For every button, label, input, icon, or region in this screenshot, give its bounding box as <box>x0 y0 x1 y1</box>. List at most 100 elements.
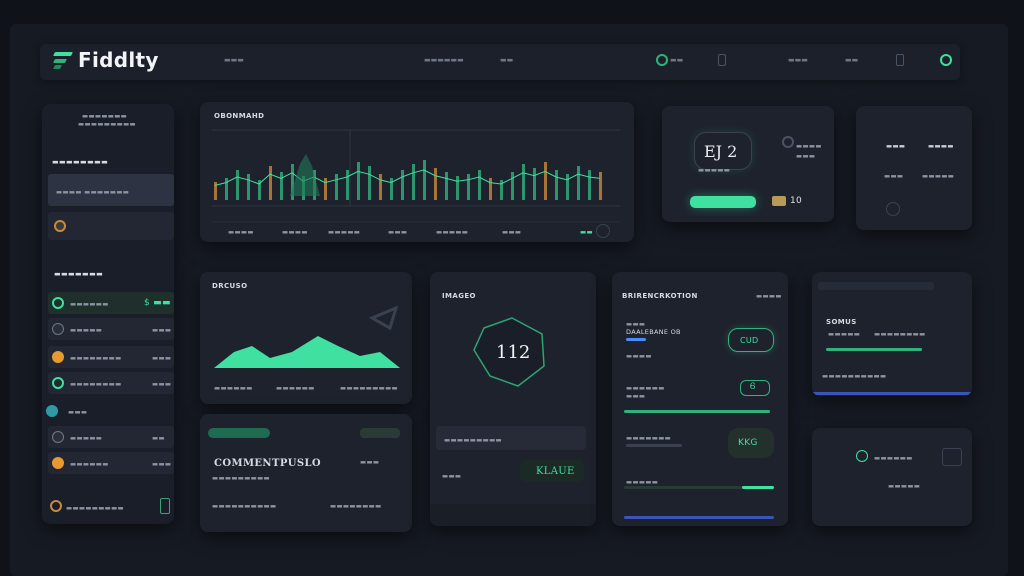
coin-icon <box>856 450 868 462</box>
right-title: SOMUS <box>826 318 857 326</box>
status-icon[interactable] <box>656 54 668 66</box>
gauge-stat: KLAUE <box>536 466 575 477</box>
nav-item-6[interactable]: ▬▬ <box>845 56 859 64</box>
gauge-input-row[interactable]: ▬▬▬▬▬▬▬▬▬ <box>436 426 586 450</box>
area-chart[interactable] <box>200 272 412 404</box>
asset-value: $ ▬▬ <box>144 298 171 308</box>
gauge-footer <box>430 504 596 526</box>
chart-candle <box>280 172 283 200</box>
device-icon[interactable] <box>896 54 904 66</box>
sidebar-asset-row[interactable]: ▬▬▬▬▬ ▬▬ <box>48 426 174 448</box>
summary-row: ▬▬▬ <box>884 172 904 180</box>
chart-candle <box>368 166 371 200</box>
logout-icon[interactable] <box>160 498 170 514</box>
comment-card: COMMENTPUSLO ▬▬▬ ▬▬▬▬▬▬▬▬▬ ▬▬▬▬▬▬▬▬▬▬ ▬▬… <box>200 414 412 532</box>
summary-row: ▬▬▬ <box>886 142 906 150</box>
chart-candle <box>511 172 514 200</box>
chart-candle <box>236 170 239 200</box>
action-badge[interactable] <box>728 428 774 458</box>
price-chart[interactable] <box>200 102 634 242</box>
chart-candle <box>500 180 503 200</box>
main-chart-card: OBONMAHD ▬▬▬▬ ▬▬▬▬ ▬▬▬▬▬ ▬▬▬ ▬▬▬▬▬ ▬▬▬ ▬… <box>200 102 634 242</box>
area-label: ▬▬▬▬▬▬ <box>276 384 315 392</box>
progress-bar <box>624 410 770 413</box>
coin-icon <box>46 405 58 417</box>
asset-label: ▬▬▬▬▬▬ <box>70 300 109 308</box>
toggle-control[interactable] <box>360 428 400 438</box>
sidebar-asset-row[interactable]: ▬▬▬▬▬▬▬▬ ▬▬▬ <box>48 346 174 368</box>
transaction-row: DAALEBANE OB <box>626 328 681 336</box>
chart-candle <box>599 172 602 200</box>
stat-value: EJ 2 <box>704 142 738 161</box>
sidebar-asset-row[interactable]: ▬▬▬▬▬▬ ▬▬▬ <box>48 452 174 474</box>
transaction-row: ▬▬▬▬▬▬ <box>626 384 665 392</box>
chart-title: OBONMAHD <box>214 112 265 120</box>
transaction-row: ▬▬▬ <box>626 320 646 328</box>
sidebar-asset-row[interactable]: ▬▬▬ <box>46 400 174 422</box>
right-row: ▬▬▬▬▬ <box>828 330 861 338</box>
chart-candle <box>566 174 569 200</box>
badge-label: KKG <box>738 438 758 448</box>
right-bottom-card: ▬▬▬▬▬▬ ▬▬▬▬▬ <box>812 428 972 526</box>
chart-candle <box>401 170 404 200</box>
right-progress <box>826 348 922 351</box>
user-icon[interactable] <box>886 202 900 216</box>
expand-icon[interactable] <box>942 448 962 466</box>
rb-row: ▬▬▬▬▬ <box>888 482 921 490</box>
nav-item-2[interactable]: ▬▬▬▬▬▬ <box>424 56 464 64</box>
chart-candle <box>533 168 536 200</box>
chart-options-icon[interactable] <box>596 224 610 238</box>
chart-candle <box>555 170 558 200</box>
nav-item-5[interactable]: ▬▬▬ <box>788 56 808 64</box>
gauge-card: IMAGEO 112 ▬▬▬▬▬▬▬▬▬ ▬▬▬ KLAUE <box>430 272 596 526</box>
amount-badge[interactable] <box>728 328 774 352</box>
progress-fill[interactable] <box>742 486 774 489</box>
x-tick: ▬▬▬ <box>388 228 408 236</box>
nav-item-1[interactable]: ▬▬▬ <box>224 56 244 64</box>
stat-card: EJ 2 ▬▬▬▬▬ ▬▬▬▬ ▬▬▬ 10 <box>662 106 834 222</box>
stat-side-label: ▬▬▬ <box>796 152 816 160</box>
right-footer-bar <box>812 392 972 395</box>
comment-badge: ▬▬▬ <box>360 458 380 466</box>
x-tick: ▬▬▬▬▬ <box>436 228 469 236</box>
sidebar-item-secondary[interactable] <box>48 212 174 240</box>
action-button[interactable] <box>690 196 756 208</box>
chart-candle <box>445 172 448 200</box>
transaction-title: BRIRENCRKOTION <box>622 292 698 300</box>
progress-indicator <box>208 428 270 438</box>
transaction-row: ▬▬▬▬▬▬▬ <box>626 434 672 442</box>
x-tick: ▬▬ <box>580 228 593 236</box>
profile-icon[interactable] <box>940 54 952 66</box>
document-icon[interactable] <box>718 54 726 66</box>
icon-badge[interactable] <box>740 380 770 396</box>
asset-label: ▬▬▬▬▬▬ <box>70 460 109 468</box>
sidebar-asset-row[interactable]: ▬▬▬▬▬▬ $ ▬▬ <box>48 292 174 314</box>
sidebar-asset-row[interactable]: ▬▬▬▬▬▬▬▬ ▬▬▬ <box>48 372 174 394</box>
progress-bar <box>626 338 646 341</box>
sidebar-asset-row[interactable]: ▬▬▬▬▬ ▬▬▬ <box>48 318 174 340</box>
gauge-row: ▬▬▬ <box>442 472 462 480</box>
top-navigation-bar <box>40 44 960 80</box>
stat-badge-frame <box>520 460 584 482</box>
chart-candle <box>412 164 415 200</box>
settings-icon[interactable] <box>50 500 62 512</box>
gauge <box>473 317 545 387</box>
info-icon[interactable] <box>782 136 794 148</box>
right-row: ▬▬▬▬▬▬▬▬▬▬ <box>822 372 887 380</box>
nav-item-3[interactable]: ▬▬ <box>500 56 514 64</box>
chart-candle <box>588 170 591 200</box>
chart-candle <box>434 168 437 200</box>
asset-value: ▬▬▬ <box>152 460 172 468</box>
x-tick: ▬▬▬▬ <box>282 228 308 236</box>
header-strip <box>818 282 934 290</box>
nav-item-4[interactable]: ▬▬ <box>670 56 684 64</box>
asset-label: ▬▬▬▬▬ <box>70 434 103 442</box>
summary-row: ▬▬▬▬▬ <box>922 172 955 180</box>
sidebar-item-active[interactable]: ▬▬▬▬ ▬▬▬▬▬▬▬ <box>48 174 174 206</box>
app-logo[interactable]: Fiddlty <box>52 48 159 72</box>
coin-icon <box>52 377 64 389</box>
chart-candle <box>225 178 228 200</box>
chart-candle <box>379 174 382 200</box>
asset-label: ▬▬▬▬▬▬▬▬ <box>70 380 122 388</box>
chart-candle <box>577 166 580 200</box>
